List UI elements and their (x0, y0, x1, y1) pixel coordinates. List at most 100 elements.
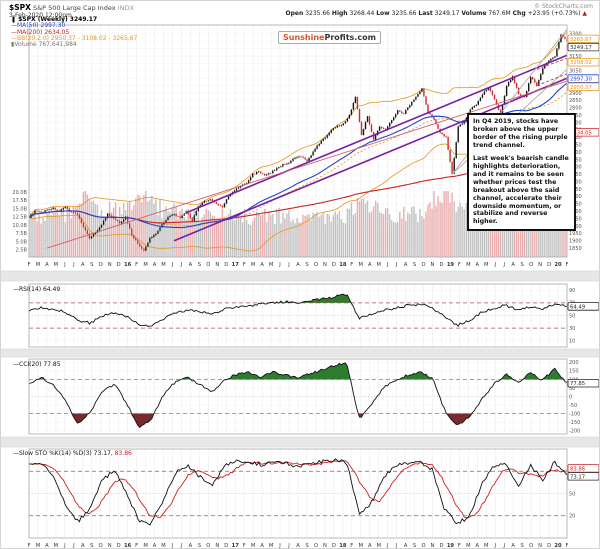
annotation-paragraph-1: In Q4 2019, stocks have broken above the… (473, 118, 568, 149)
svg-text:F: F (566, 543, 569, 549)
svg-text:0: 0 (569, 394, 572, 400)
svg-text:18: 18 (339, 543, 347, 549)
quote-row: Open 3235.66 High 3268.44 Low 3235.66 La… (286, 10, 587, 17)
svg-text:F: F (350, 543, 353, 549)
svg-text:7.5B: 7.5B (16, 231, 28, 237)
svg-text:M: M (161, 543, 165, 549)
svg-text:J: J (171, 262, 174, 268)
svg-text:J: J (278, 543, 281, 549)
open-value: 3235.66 (305, 10, 330, 17)
ma200-line-icon: — (11, 28, 17, 36)
svg-text:S: S (521, 543, 524, 549)
legend-bb-text: BB(20,2.0) 2950.37 - 3108.02 - 3265.67 (17, 34, 138, 42)
svg-text:O: O (529, 262, 533, 268)
open-label: Open (285, 10, 304, 17)
svg-text:3108.02: 3108.02 (570, 60, 592, 66)
svg-text:17.5B: 17.5B (12, 198, 27, 204)
svg-text:O: O (99, 543, 103, 549)
svg-text:J: J (72, 543, 75, 549)
svg-text:F: F (243, 543, 246, 549)
svg-text:M: M (143, 543, 147, 549)
svg-text:A: A (260, 543, 264, 549)
svg-text:M: M (269, 262, 273, 268)
svg-text:N: N (431, 543, 435, 549)
svg-text:J: J (287, 543, 290, 549)
svg-text:10: 10 (569, 339, 575, 345)
svg-text:M: M (251, 262, 255, 268)
svg-text:N: N (323, 543, 327, 549)
low-value: 3235.66 (391, 10, 417, 17)
cci-panel-label: —CCI(20) 77.85 (13, 361, 61, 368)
svg-text:N: N (215, 262, 219, 268)
svg-text:N: N (108, 262, 112, 268)
svg-text:M: M (54, 262, 58, 268)
svg-text:20.0B: 20.0B (12, 190, 27, 196)
svg-text:19: 19 (447, 543, 455, 549)
svg-text:2900: 2900 (569, 91, 582, 97)
svg-text:50: 50 (569, 386, 575, 392)
cci-label-text: CCI(20) 77.85 (19, 361, 61, 368)
svg-text:16: 16 (124, 262, 132, 268)
svg-text:M: M (36, 543, 40, 549)
svg-text:1850: 1850 (569, 246, 582, 252)
legend-price-row: ❚ $SPX (Weekly) 3249.17 (11, 16, 137, 23)
svg-text:2634.05: 2634.05 (570, 130, 592, 136)
svg-text:12.5B: 12.5B (12, 215, 27, 221)
svg-text:J: J (386, 262, 389, 268)
svg-text:3265.67: 3265.67 (570, 37, 592, 43)
svg-text:50: 50 (569, 313, 575, 319)
svg-text:A: A (404, 543, 408, 549)
symbol: $SPX (9, 3, 31, 12)
svg-text:-200: -200 (569, 428, 580, 434)
svg-text:77.85: 77.85 (570, 381, 585, 387)
last-value: 3249.17 (434, 10, 460, 17)
svg-text:A: A (153, 262, 157, 268)
svg-text:A: A (476, 262, 480, 268)
svg-text:O: O (421, 543, 425, 549)
svg-text:J: J (63, 262, 66, 268)
svg-text:3050: 3050 (569, 69, 582, 75)
svg-text:A: A (368, 543, 372, 549)
svg-text:N: N (431, 262, 435, 268)
svg-text:S: S (198, 262, 201, 268)
svg-text:73.17: 73.17 (570, 474, 585, 480)
svg-text:M: M (484, 262, 488, 268)
svg-text:O: O (314, 262, 318, 268)
svg-text:3249.17: 3249.17 (570, 45, 592, 51)
svg-text:N: N (215, 543, 219, 549)
svg-text:D: D (117, 543, 121, 549)
svg-text:2.5B: 2.5B (16, 248, 28, 254)
svg-text:F: F (135, 543, 138, 549)
svg-text:2997.30: 2997.30 (570, 77, 593, 83)
last-label: Last (418, 10, 433, 17)
svg-text:M: M (484, 543, 488, 549)
exchange: INDX (117, 4, 134, 12)
rsi-label-text: RSI(14) 64.49 (19, 286, 61, 293)
svg-text:A: A (368, 262, 372, 268)
svg-text:A: A (153, 543, 157, 549)
svg-text:M: M (54, 543, 58, 549)
svg-text:19: 19 (447, 262, 455, 268)
svg-text:S: S (413, 262, 416, 268)
svg-text:N: N (108, 543, 112, 549)
svg-text:S: S (90, 543, 93, 549)
svg-text:J: J (180, 262, 183, 268)
legend-bb-row: —BB(20,2.0) 2950.37 - 3108.02 - 3265.67 (11, 34, 138, 42)
svg-text:A: A (189, 543, 193, 549)
sto-label-text: Slow STO %K(14) %D(3) 73.17, (19, 450, 115, 457)
svg-text:18: 18 (339, 262, 347, 268)
legend-ma50-row: —MA(50) 2997.30 (11, 23, 137, 29)
svg-text:-100: -100 (569, 411, 580, 417)
svg-text:A: A (45, 262, 49, 268)
svg-text:A: A (81, 543, 85, 549)
svg-text:15.0B: 15.0B (12, 206, 27, 212)
svg-text:1900: 1900 (569, 239, 582, 245)
chart-header: $SPX S&P 500 Large Cap Index INDX (9, 3, 134, 12)
svg-text:A: A (476, 543, 480, 549)
svg-text:N: N (538, 543, 542, 549)
svg-text:J: J (63, 543, 66, 549)
svg-text:F: F (350, 262, 353, 268)
legend-ma200-text: MA(200) 2634.05 (17, 28, 70, 36)
svg-text:J: J (395, 543, 398, 549)
